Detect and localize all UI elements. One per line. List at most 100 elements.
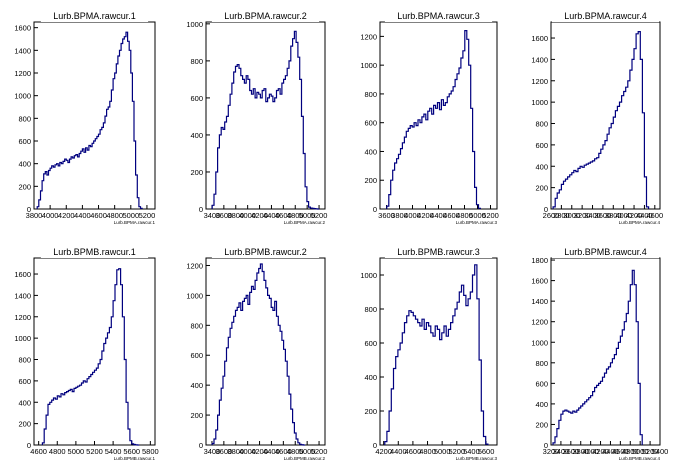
y-tick-label: 1400 bbox=[531, 55, 548, 64]
x-tick-label: 4200 bbox=[58, 211, 75, 220]
x-tick-label: 3400 bbox=[204, 447, 221, 456]
chart-title: Lurb.BPMB.rawcur.4 bbox=[564, 247, 647, 257]
title-box bbox=[211, 9, 320, 22]
x-tick-label: 5000 bbox=[68, 447, 85, 456]
y-tick-label: 0 bbox=[544, 441, 548, 450]
plot-frame bbox=[33, 257, 156, 446]
x-tick-label: 4400 bbox=[430, 211, 447, 220]
y-tick-label: 600 bbox=[535, 141, 548, 150]
y-tick-label: 1200 bbox=[531, 77, 548, 86]
histogram-series bbox=[552, 31, 650, 209]
x-tick-label: 4600 bbox=[443, 211, 460, 220]
x-tick-label: 5000 bbox=[299, 447, 316, 456]
x-tick-label: 4400 bbox=[263, 211, 280, 220]
x-tick-label: 4600 bbox=[30, 447, 47, 456]
y-tick-label: 1000 bbox=[531, 338, 548, 347]
histogram-panel: Lurb.BPMB.rawcur.2 0 200 400 600 800 1000 1200 3… bbox=[186, 245, 327, 461]
y-tick-label: 0 bbox=[373, 441, 377, 450]
chart-title: Lurb.BPMA.rawcur.2 bbox=[224, 11, 307, 21]
x-tick-label: 5400 bbox=[652, 447, 669, 456]
histogram-series bbox=[211, 263, 306, 446]
x-tick-label: 5800 bbox=[142, 447, 159, 456]
y-tick-label: 800 bbox=[18, 114, 31, 123]
x-tick-label: 2600 bbox=[543, 211, 560, 220]
x-tick-label: 4000 bbox=[404, 211, 421, 220]
x-tick-label: 3800 bbox=[227, 447, 244, 456]
x-tick-label: 4800 bbox=[287, 447, 304, 456]
title-box bbox=[551, 9, 660, 22]
x-tick-label: 4200 bbox=[417, 211, 434, 220]
y-tick-label: 0 bbox=[544, 205, 548, 214]
title-box bbox=[211, 245, 320, 258]
y-tick-label: 1600 bbox=[531, 34, 548, 43]
x-tick-label: 4400 bbox=[636, 211, 653, 220]
chart-title: Lurb.BPMB.rawcur.3 bbox=[397, 247, 480, 257]
x-tick-label: 4800 bbox=[456, 211, 473, 220]
y-tick-label: 1400 bbox=[14, 46, 31, 55]
x-axis-label: Lurb.BPMB.rawcur.2 bbox=[284, 456, 326, 461]
y-tick-label: 200 bbox=[364, 407, 377, 416]
x-tick-label: 5200 bbox=[311, 447, 328, 456]
y-tick-label: 800 bbox=[364, 90, 377, 99]
x-tick-label: 5000 bbox=[299, 211, 316, 220]
chart-title: Lurb.BPMA.rawcur.4 bbox=[564, 11, 647, 21]
histogram-panel: Lurb.BPMA.rawcur.20200400600800100034003… bbox=[186, 9, 327, 225]
histogram-panel: Lurb.BPMB.rawcur.4 0 200 400 600 800 1000 1200 1… bbox=[531, 245, 668, 461]
x-tick-label: 3800 bbox=[227, 211, 244, 220]
y-tick-label: 200 bbox=[364, 176, 377, 185]
x-tick-label: 4400 bbox=[263, 447, 280, 456]
x-axis-label: Lurb.BPMA.rawcur.2 bbox=[284, 220, 326, 225]
y-tick-label: 600 bbox=[18, 377, 31, 386]
chart-title: Lurb.BPMB.rawcur.1 bbox=[53, 247, 136, 257]
x-tick-label: 3800 bbox=[605, 211, 622, 220]
x-tick-label: 4000 bbox=[615, 211, 632, 220]
x-tick-label: 3400 bbox=[204, 211, 221, 220]
x-tick-label: 5200 bbox=[139, 211, 156, 220]
x-axis-label: Lurb.BPMA.rawcur.4 bbox=[619, 220, 661, 225]
histogram-panel: Lurb.BPMB.rawcur.30200400600800100042004… bbox=[360, 245, 498, 461]
plot-frame bbox=[550, 21, 661, 210]
x-tick-label: 4400 bbox=[74, 211, 91, 220]
x-axis-label: Lurb.BPMA.rawcur.1 bbox=[114, 220, 156, 225]
y-tick-label: 400 bbox=[364, 147, 377, 156]
plot-frame bbox=[379, 21, 498, 210]
title-box bbox=[384, 245, 493, 258]
x-tick-label: 4600 bbox=[646, 211, 663, 220]
x-tick-label: 5600 bbox=[123, 447, 140, 456]
y-tick-label: 600 bbox=[535, 379, 548, 388]
histogram-panel: Lurb.BPMB.rawcur.1 0 200 400 600 800 1000 1200 1… bbox=[14, 245, 159, 461]
y-tick-label: 1600 bbox=[14, 24, 31, 33]
title-box bbox=[40, 245, 149, 258]
y-tick-label: 1000 bbox=[14, 334, 31, 343]
y-tick-label: 0 bbox=[199, 441, 203, 450]
x-tick-label: 5200 bbox=[448, 447, 465, 456]
y-tick-label: 800 bbox=[18, 356, 31, 365]
y-tick-label: 200 bbox=[18, 182, 31, 191]
x-tick-label: 4800 bbox=[622, 447, 639, 456]
y-tick-label: 800 bbox=[190, 57, 203, 66]
y-tick-label: 400 bbox=[18, 398, 31, 407]
x-tick-label: 3200 bbox=[543, 447, 560, 456]
y-tick-label: 400 bbox=[364, 373, 377, 382]
y-tick-label: 1000 bbox=[531, 98, 548, 107]
chart-title: Lurb.BPMB.rawcur.2 bbox=[224, 247, 307, 257]
y-tick-label: 400 bbox=[190, 131, 203, 140]
y-tick-label: 0 bbox=[27, 441, 31, 450]
x-axis-label: Lurb.BPMA.rawcur.3 bbox=[456, 220, 498, 225]
x-tick-label: 3000 bbox=[563, 211, 580, 220]
x-tick-label: 4200 bbox=[626, 211, 643, 220]
y-tick-label: 200 bbox=[18, 420, 31, 429]
x-tick-label: 4600 bbox=[275, 211, 292, 220]
plot-frame bbox=[205, 21, 326, 210]
y-tick-label: 1400 bbox=[531, 297, 548, 306]
y-tick-label: 400 bbox=[18, 160, 31, 169]
y-tick-label: 400 bbox=[535, 162, 548, 171]
histogram-panel: Lurb.BPMA.rawcur.4 0 200 400 600 800 1000 1200 1… bbox=[531, 9, 663, 225]
y-tick-label: 200 bbox=[535, 184, 548, 193]
x-tick-label: 3800 bbox=[391, 211, 408, 220]
x-tick-label: 3800 bbox=[572, 447, 589, 456]
histogram-series bbox=[384, 264, 489, 445]
x-tick-label: 4800 bbox=[419, 447, 436, 456]
y-tick-label: 200 bbox=[190, 411, 203, 420]
y-tick-label: 1200 bbox=[14, 69, 31, 78]
